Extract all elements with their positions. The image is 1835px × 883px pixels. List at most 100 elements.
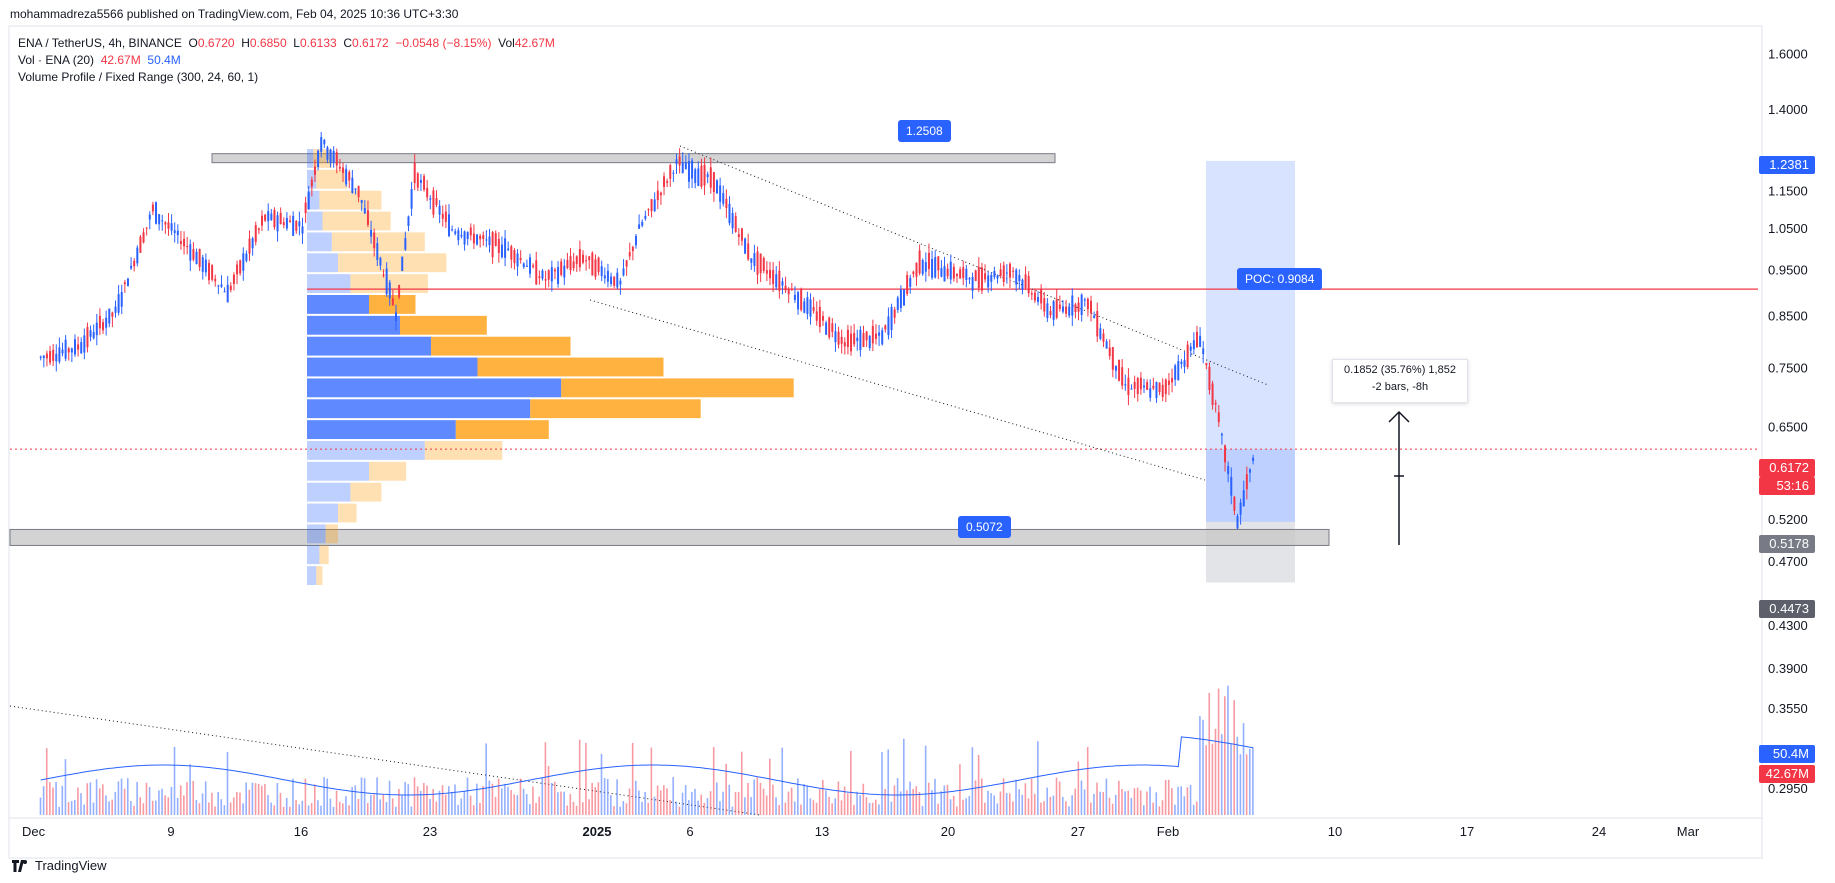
volume-bar	[591, 782, 593, 815]
candle-body	[550, 267, 553, 282]
symbol-title[interactable]: ENA / TetherUS, 4h, BINANCE	[18, 36, 182, 50]
candle-body	[931, 259, 934, 278]
volume-ma-value: 50.4M	[147, 53, 181, 67]
volume-bar	[404, 781, 406, 815]
volume-bar	[1205, 745, 1207, 815]
candle-body	[653, 199, 656, 211]
candle-body	[260, 215, 263, 226]
candle-body	[831, 323, 834, 332]
candle-body	[1114, 365, 1117, 371]
volume-bar	[557, 792, 559, 815]
volume-bar	[1008, 793, 1011, 815]
candle-body	[934, 257, 937, 278]
volume-bar	[1164, 780, 1167, 815]
volume-bar	[435, 801, 438, 815]
candle-body	[410, 189, 413, 209]
candle-body	[980, 267, 983, 291]
volume-profile-bar	[307, 420, 456, 439]
volume-bar	[874, 799, 877, 815]
volume-profile-bar	[455, 420, 549, 439]
candle-body	[276, 215, 279, 232]
volume-bar	[342, 803, 344, 815]
candle-body	[884, 325, 887, 330]
candle-body	[678, 156, 681, 166]
volume-bar	[379, 799, 382, 815]
callout-support[interactable]: 0.5072	[958, 516, 1011, 538]
volume-bar	[853, 804, 855, 815]
candle-body	[117, 294, 120, 313]
candle-body	[460, 235, 463, 237]
volume-bar	[204, 781, 207, 815]
volume-bar	[622, 801, 625, 815]
candle-body	[1012, 270, 1015, 272]
volume-bar	[1127, 790, 1130, 815]
candle-body	[594, 259, 597, 277]
candle-body	[285, 217, 288, 229]
volume-bar	[868, 802, 871, 815]
volume-bar	[706, 798, 709, 815]
tradingview-brand[interactable]: TradingView	[12, 858, 107, 873]
candle-body	[532, 265, 535, 268]
candle-body	[295, 220, 298, 231]
candle-body	[208, 263, 210, 281]
volume-bar	[1208, 692, 1211, 815]
volume-bar	[391, 798, 394, 815]
volume-bar	[108, 801, 110, 815]
candle-body	[391, 298, 394, 306]
support-zone	[9, 528, 1330, 546]
volume-bar	[553, 781, 556, 815]
candle-body	[1021, 279, 1024, 290]
volume-bar	[744, 797, 746, 815]
candle-body	[164, 222, 167, 225]
volume-indicator-label[interactable]: Vol · ENA (20)	[18, 53, 95, 67]
volume-bar	[996, 803, 999, 815]
candle-body	[64, 339, 67, 359]
candle-body	[432, 190, 435, 215]
volume-profile-label[interactable]: Volume Profile / Fixed Range (300, 24, 6…	[18, 70, 259, 84]
volume-bar	[438, 790, 441, 815]
volume-bar	[956, 806, 958, 815]
candle-body	[647, 209, 650, 211]
candle-body	[226, 284, 229, 303]
volume-bar	[189, 764, 191, 815]
candle-body	[504, 238, 507, 258]
volume-bar	[223, 805, 226, 815]
volume-bar	[831, 803, 833, 815]
candle-body	[906, 275, 909, 294]
callout-poc[interactable]: POC: 0.9084	[1237, 268, 1323, 290]
candle-body	[672, 172, 675, 174]
y-tick-label: 0.7500	[1768, 360, 1808, 375]
candle-body	[142, 232, 145, 243]
candle-body	[809, 299, 812, 317]
volume-bar	[86, 783, 89, 815]
volume-bar	[666, 788, 668, 815]
volume-bar	[797, 778, 799, 815]
volume-profile-bar	[561, 378, 794, 398]
volume-bar	[260, 785, 263, 815]
volume-profile-bar	[477, 357, 664, 377]
x-tick-label: Feb	[1157, 824, 1179, 839]
candle-body	[890, 306, 893, 330]
candle-body	[357, 185, 360, 198]
y-tick-label: 0.3900	[1768, 661, 1808, 676]
volume-bar	[878, 804, 880, 815]
callout-resistance[interactable]: 1.2508	[898, 120, 951, 142]
candle-body	[86, 327, 89, 348]
candle-body	[345, 168, 348, 185]
volume-bar	[1180, 786, 1182, 815]
candle-body	[510, 246, 513, 260]
candle-body	[195, 251, 198, 265]
candle-body	[1046, 303, 1049, 319]
volume-bar	[846, 793, 849, 815]
candle-body	[1171, 378, 1174, 383]
volume-bar	[843, 786, 846, 815]
candle-body	[529, 257, 532, 274]
volume-bar	[987, 790, 989, 815]
candle-body	[722, 193, 725, 204]
volume-bar	[382, 794, 385, 815]
candle-body	[971, 277, 974, 291]
candle-body	[725, 198, 728, 209]
candle-body	[320, 137, 323, 152]
volume-bar	[968, 796, 971, 815]
